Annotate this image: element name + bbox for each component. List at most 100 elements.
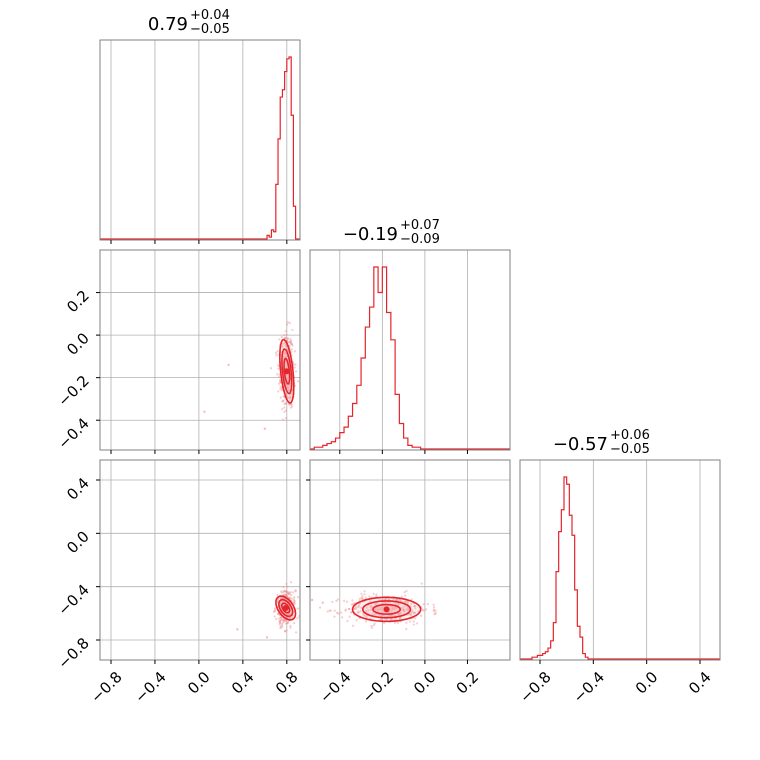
sample-point — [278, 373, 281, 376]
sample-point — [351, 599, 354, 602]
sample-point — [281, 344, 284, 347]
sample-point — [283, 589, 287, 593]
sample-point — [285, 376, 289, 379]
sample-point — [273, 607, 277, 610]
sample-point — [396, 599, 399, 602]
sample-point — [407, 608, 410, 611]
sample-point — [391, 617, 394, 621]
sample-point — [287, 386, 290, 389]
sample-point — [348, 615, 351, 618]
histogram-1 — [310, 266, 510, 450]
panel-frame — [99, 39, 301, 241]
sample-point — [396, 621, 399, 624]
sample-point — [290, 594, 293, 597]
sample-point — [282, 591, 285, 594]
sample-point — [285, 392, 288, 395]
sample-point — [364, 596, 367, 599]
sample-point — [384, 598, 387, 601]
sample-point — [278, 617, 281, 620]
sample-point — [294, 631, 298, 634]
sample-point — [272, 610, 276, 613]
sample-point — [403, 591, 406, 594]
sample-point — [398, 613, 401, 616]
sample-point — [273, 610, 277, 613]
sample-point — [343, 599, 346, 602]
y-tick-label: −0.4 — [54, 414, 92, 452]
sample-point — [286, 386, 289, 389]
title-minus-error: −0.05 — [610, 442, 650, 457]
sample-point — [284, 417, 288, 420]
sample-point — [395, 606, 398, 610]
sample-point — [277, 375, 281, 379]
sample-point — [394, 606, 397, 610]
sample-point — [287, 396, 290, 400]
sample-point — [344, 608, 348, 611]
y-tick-label: 0.0 — [63, 329, 93, 359]
sample-point — [399, 617, 402, 620]
sample-point — [293, 600, 296, 603]
sample-point — [287, 613, 290, 616]
sample-point — [364, 615, 368, 618]
sample-point — [280, 389, 284, 392]
sample-point — [410, 611, 413, 614]
sample-point — [290, 403, 293, 406]
sample-point — [279, 627, 282, 630]
sample-point — [356, 610, 360, 614]
sample-point — [285, 323, 289, 326]
sample-point — [286, 374, 289, 377]
sample-point — [286, 396, 289, 399]
sample-point — [289, 340, 293, 344]
sample-point — [283, 402, 286, 406]
sample-point — [348, 607, 351, 611]
sample-point — [290, 597, 294, 600]
x-tick-label: −0.2 — [359, 668, 397, 706]
sample-point — [395, 598, 398, 601]
sample-point — [285, 355, 288, 358]
sample-point — [341, 616, 344, 619]
sample-point — [396, 612, 399, 616]
sample-point — [397, 602, 400, 605]
sample-point — [350, 611, 353, 614]
sample-point — [411, 609, 414, 612]
sample-point — [280, 626, 283, 629]
y-tick-label: −0.4 — [54, 581, 92, 619]
sample-point — [288, 613, 291, 616]
sample-point — [393, 607, 396, 611]
sample-point — [283, 630, 287, 633]
sample-point — [288, 384, 291, 387]
sample-point — [265, 636, 269, 639]
sample-point — [284, 401, 287, 405]
sample-point — [280, 597, 283, 600]
sample-point — [376, 608, 380, 611]
x-tick-label: 0.2 — [453, 668, 483, 698]
sample-point — [392, 597, 395, 601]
sample-point — [411, 610, 414, 613]
sample-point — [285, 629, 288, 632]
sample-point — [280, 623, 284, 626]
sample-point — [406, 600, 409, 604]
panel-frame — [309, 459, 511, 661]
sample-point — [282, 619, 285, 622]
sample-point — [335, 599, 338, 602]
sample-point — [420, 614, 423, 617]
sample-point — [284, 619, 287, 622]
sample-point — [405, 601, 408, 604]
sample-point — [414, 607, 417, 610]
sample-point — [390, 618, 393, 621]
sample-point — [288, 597, 291, 600]
sample-point — [357, 611, 360, 614]
sample-point — [289, 591, 292, 594]
sample-point — [290, 348, 293, 351]
sample-point — [284, 345, 288, 348]
x-tick-label: 0.4 — [228, 668, 258, 698]
sample-point — [410, 602, 413, 606]
sample-point — [391, 606, 394, 609]
sample-point — [381, 609, 385, 612]
sample-point — [289, 395, 292, 398]
y-tick-label: 0.4 — [63, 474, 93, 504]
sample-point — [289, 342, 292, 346]
sample-point — [403, 609, 406, 613]
sample-point — [358, 602, 361, 605]
sample-point — [362, 613, 365, 616]
